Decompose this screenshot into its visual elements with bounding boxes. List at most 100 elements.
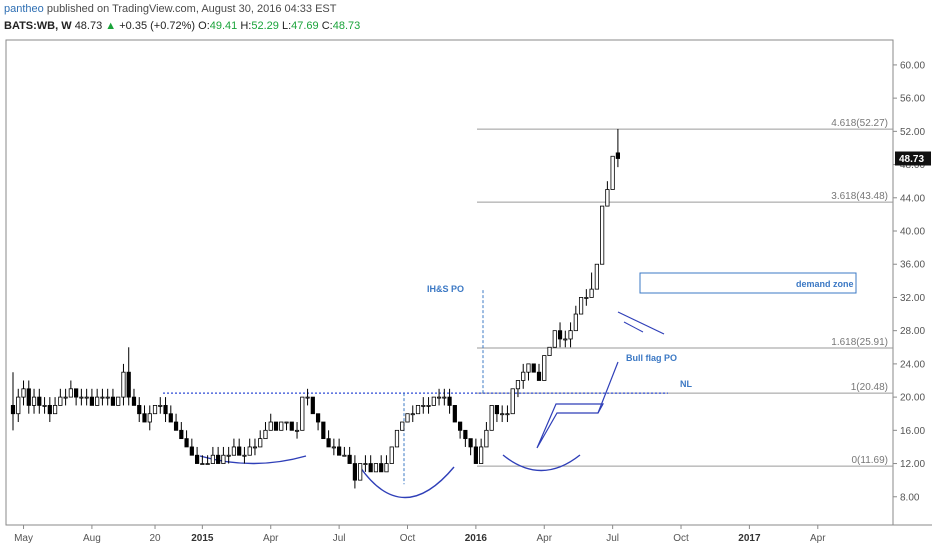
candle-up	[358, 463, 363, 481]
fib-label: 4.618(52.27)	[831, 118, 888, 129]
candle-up	[221, 454, 226, 464]
y-tick-label: 60.00	[900, 60, 925, 71]
candle-down	[463, 429, 468, 440]
candle-down	[131, 396, 137, 406]
x-tick-label: Jul	[606, 533, 619, 544]
candle-down	[89, 396, 94, 406]
candle-up	[95, 396, 100, 406]
y-tick-label: 8.00	[900, 492, 920, 503]
candle-up	[205, 463, 210, 465]
candle-up	[584, 297, 589, 299]
candle-up	[589, 288, 594, 298]
y-tick-label: 56.00	[900, 94, 925, 105]
last-price: 48.73	[74, 20, 103, 32]
candle-down	[457, 421, 463, 431]
price-change: +0.35 (+0.72%)	[119, 20, 196, 32]
bull-flag-shape	[536, 403, 605, 449]
candle-up	[342, 454, 347, 457]
candle-up	[79, 396, 84, 399]
candle-up	[600, 205, 605, 265]
candle-up	[300, 396, 305, 431]
candle-up	[147, 413, 152, 423]
x-tick-label: 2016	[465, 533, 488, 544]
fib-label: 1(20.48)	[851, 382, 888, 393]
up-arrow-icon: ▲	[105, 20, 117, 32]
candle-up	[247, 446, 252, 456]
candle-up	[510, 388, 515, 415]
candle-down	[337, 446, 342, 456]
candle-down	[189, 446, 194, 456]
candle-down	[310, 396, 315, 415]
y-tick-label: 20.00	[900, 393, 925, 404]
candle-down	[110, 396, 116, 406]
last-price-label: 48.73	[899, 154, 924, 165]
candle-up	[263, 429, 268, 440]
candle-down	[163, 405, 168, 415]
candle-down	[126, 371, 131, 398]
candle-up	[331, 446, 336, 449]
candle-down	[47, 405, 52, 415]
candle-up	[521, 371, 526, 381]
x-tick-label: 20	[149, 533, 161, 544]
open-label: O:	[198, 20, 210, 32]
x-tick-label: Jul	[333, 533, 346, 544]
candle-up	[258, 438, 263, 448]
high-value: 52.29	[251, 20, 279, 32]
close-value: 48.73	[332, 20, 361, 32]
open-value: 49.41	[209, 20, 238, 32]
y-tick-label: 16.00	[900, 426, 925, 437]
candle-down	[74, 388, 79, 398]
candle-up	[294, 429, 300, 432]
candle-down	[352, 463, 358, 481]
y-tick-label: 32.00	[900, 293, 925, 304]
candle-down	[452, 405, 457, 423]
low-label: L:	[281, 20, 292, 32]
candle-down	[173, 421, 179, 431]
x-tick-label: Apr	[536, 533, 552, 544]
candle-up	[200, 463, 205, 465]
high-label: H:	[240, 20, 252, 32]
publish-info: pantheo published on TradingView.com, Au…	[4, 3, 337, 16]
candle-up	[526, 363, 531, 373]
candle-up	[421, 405, 426, 407]
x-tick-label: Apr	[263, 533, 279, 544]
candle-up	[84, 396, 89, 399]
candle-up	[431, 396, 436, 406]
candle-up	[226, 454, 231, 457]
candle-up	[100, 396, 105, 399]
chart-frame	[5, 39, 932, 526]
candle-up	[152, 405, 158, 415]
low-value: 47.69	[291, 20, 319, 32]
plot-border	[5, 39, 894, 526]
candle-up	[542, 355, 547, 381]
candle-up	[563, 338, 568, 341]
candle-up	[31, 396, 37, 406]
y-tick-label: 52.00	[900, 127, 925, 138]
candle-up	[363, 463, 368, 465]
candle-up	[405, 413, 410, 423]
author-name[interactable]: pantheo	[4, 3, 44, 15]
last-price-tag	[895, 151, 931, 166]
candle-up	[515, 380, 521, 390]
candle-up	[68, 388, 73, 398]
candle-up	[384, 463, 389, 473]
candle-down	[10, 405, 16, 415]
candle-up	[573, 313, 578, 332]
candle-down	[37, 396, 42, 406]
y-tick-label: 28.00	[900, 326, 925, 337]
fib-label: 1.618(25.91)	[831, 337, 888, 348]
x-tick-label: Oct	[673, 533, 689, 544]
fib-label: 3.618(43.48)	[831, 191, 888, 202]
x-tick-label: Oct	[400, 533, 416, 544]
candle-up	[578, 297, 584, 315]
candle-down	[315, 413, 321, 423]
candle-up	[252, 446, 258, 449]
x-tick-label: 2017	[738, 533, 761, 544]
candle-up	[305, 396, 310, 399]
candle-up	[436, 396, 442, 399]
candle-up	[42, 405, 47, 407]
y-tick-label: 40.00	[900, 227, 925, 238]
candle-up	[158, 405, 163, 407]
x-tick-label: Aug	[83, 533, 101, 544]
